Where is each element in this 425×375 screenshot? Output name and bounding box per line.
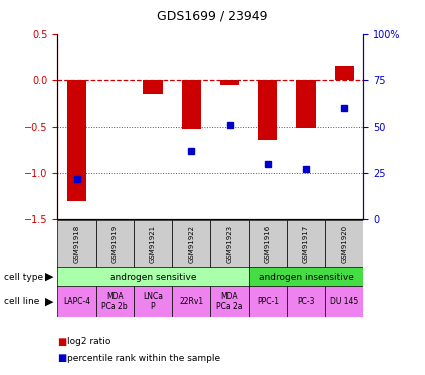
Bar bbox=[57, 267, 249, 287]
Text: GSM91916: GSM91916 bbox=[265, 225, 271, 263]
Bar bbox=[249, 286, 287, 317]
Bar bbox=[67, 80, 86, 201]
Bar bbox=[143, 80, 162, 94]
Text: GSM91919: GSM91919 bbox=[112, 225, 118, 263]
Text: ■: ■ bbox=[57, 353, 67, 363]
Text: 22Rv1: 22Rv1 bbox=[179, 297, 203, 306]
Bar bbox=[210, 220, 249, 268]
Bar bbox=[134, 286, 172, 317]
Text: ▶: ▶ bbox=[45, 297, 53, 306]
Bar bbox=[134, 220, 172, 268]
Bar bbox=[210, 286, 249, 317]
Bar bbox=[335, 66, 354, 80]
Text: GDS1699 / 23949: GDS1699 / 23949 bbox=[157, 9, 268, 22]
Text: cell type: cell type bbox=[4, 273, 43, 282]
Bar bbox=[220, 80, 239, 85]
Text: DU 145: DU 145 bbox=[330, 297, 358, 306]
Bar bbox=[172, 220, 210, 268]
Text: MDA
PCa 2a: MDA PCa 2a bbox=[216, 292, 243, 311]
Text: ▶: ▶ bbox=[45, 272, 53, 282]
Text: PC-3: PC-3 bbox=[297, 297, 315, 306]
Text: LNCa
P: LNCa P bbox=[143, 292, 163, 311]
Bar bbox=[96, 286, 134, 317]
Text: cell line: cell line bbox=[4, 297, 40, 306]
Bar bbox=[287, 220, 325, 268]
Bar bbox=[325, 220, 363, 268]
Text: GSM91923: GSM91923 bbox=[227, 225, 232, 263]
Bar bbox=[325, 286, 363, 317]
Bar bbox=[57, 286, 96, 317]
Text: GSM91922: GSM91922 bbox=[188, 225, 194, 263]
Text: GSM91921: GSM91921 bbox=[150, 225, 156, 263]
Text: PPC-1: PPC-1 bbox=[257, 297, 279, 306]
Text: log2 ratio: log2 ratio bbox=[67, 338, 110, 346]
Bar bbox=[57, 220, 96, 268]
Text: LAPC-4: LAPC-4 bbox=[63, 297, 90, 306]
Text: GSM91918: GSM91918 bbox=[74, 225, 79, 263]
Text: percentile rank within the sample: percentile rank within the sample bbox=[67, 354, 220, 363]
Bar bbox=[249, 220, 287, 268]
Text: GSM91917: GSM91917 bbox=[303, 225, 309, 263]
Bar bbox=[287, 286, 325, 317]
Text: GSM91920: GSM91920 bbox=[341, 225, 347, 263]
Text: androgen insensitive: androgen insensitive bbox=[258, 273, 354, 282]
Text: ■: ■ bbox=[57, 337, 67, 347]
Bar bbox=[172, 286, 210, 317]
Bar bbox=[296, 80, 315, 128]
Bar bbox=[96, 220, 134, 268]
Text: androgen sensitive: androgen sensitive bbox=[110, 273, 196, 282]
Text: MDA
PCa 2b: MDA PCa 2b bbox=[102, 292, 128, 311]
Bar bbox=[181, 80, 201, 129]
Bar bbox=[249, 267, 363, 287]
Bar bbox=[258, 80, 277, 141]
